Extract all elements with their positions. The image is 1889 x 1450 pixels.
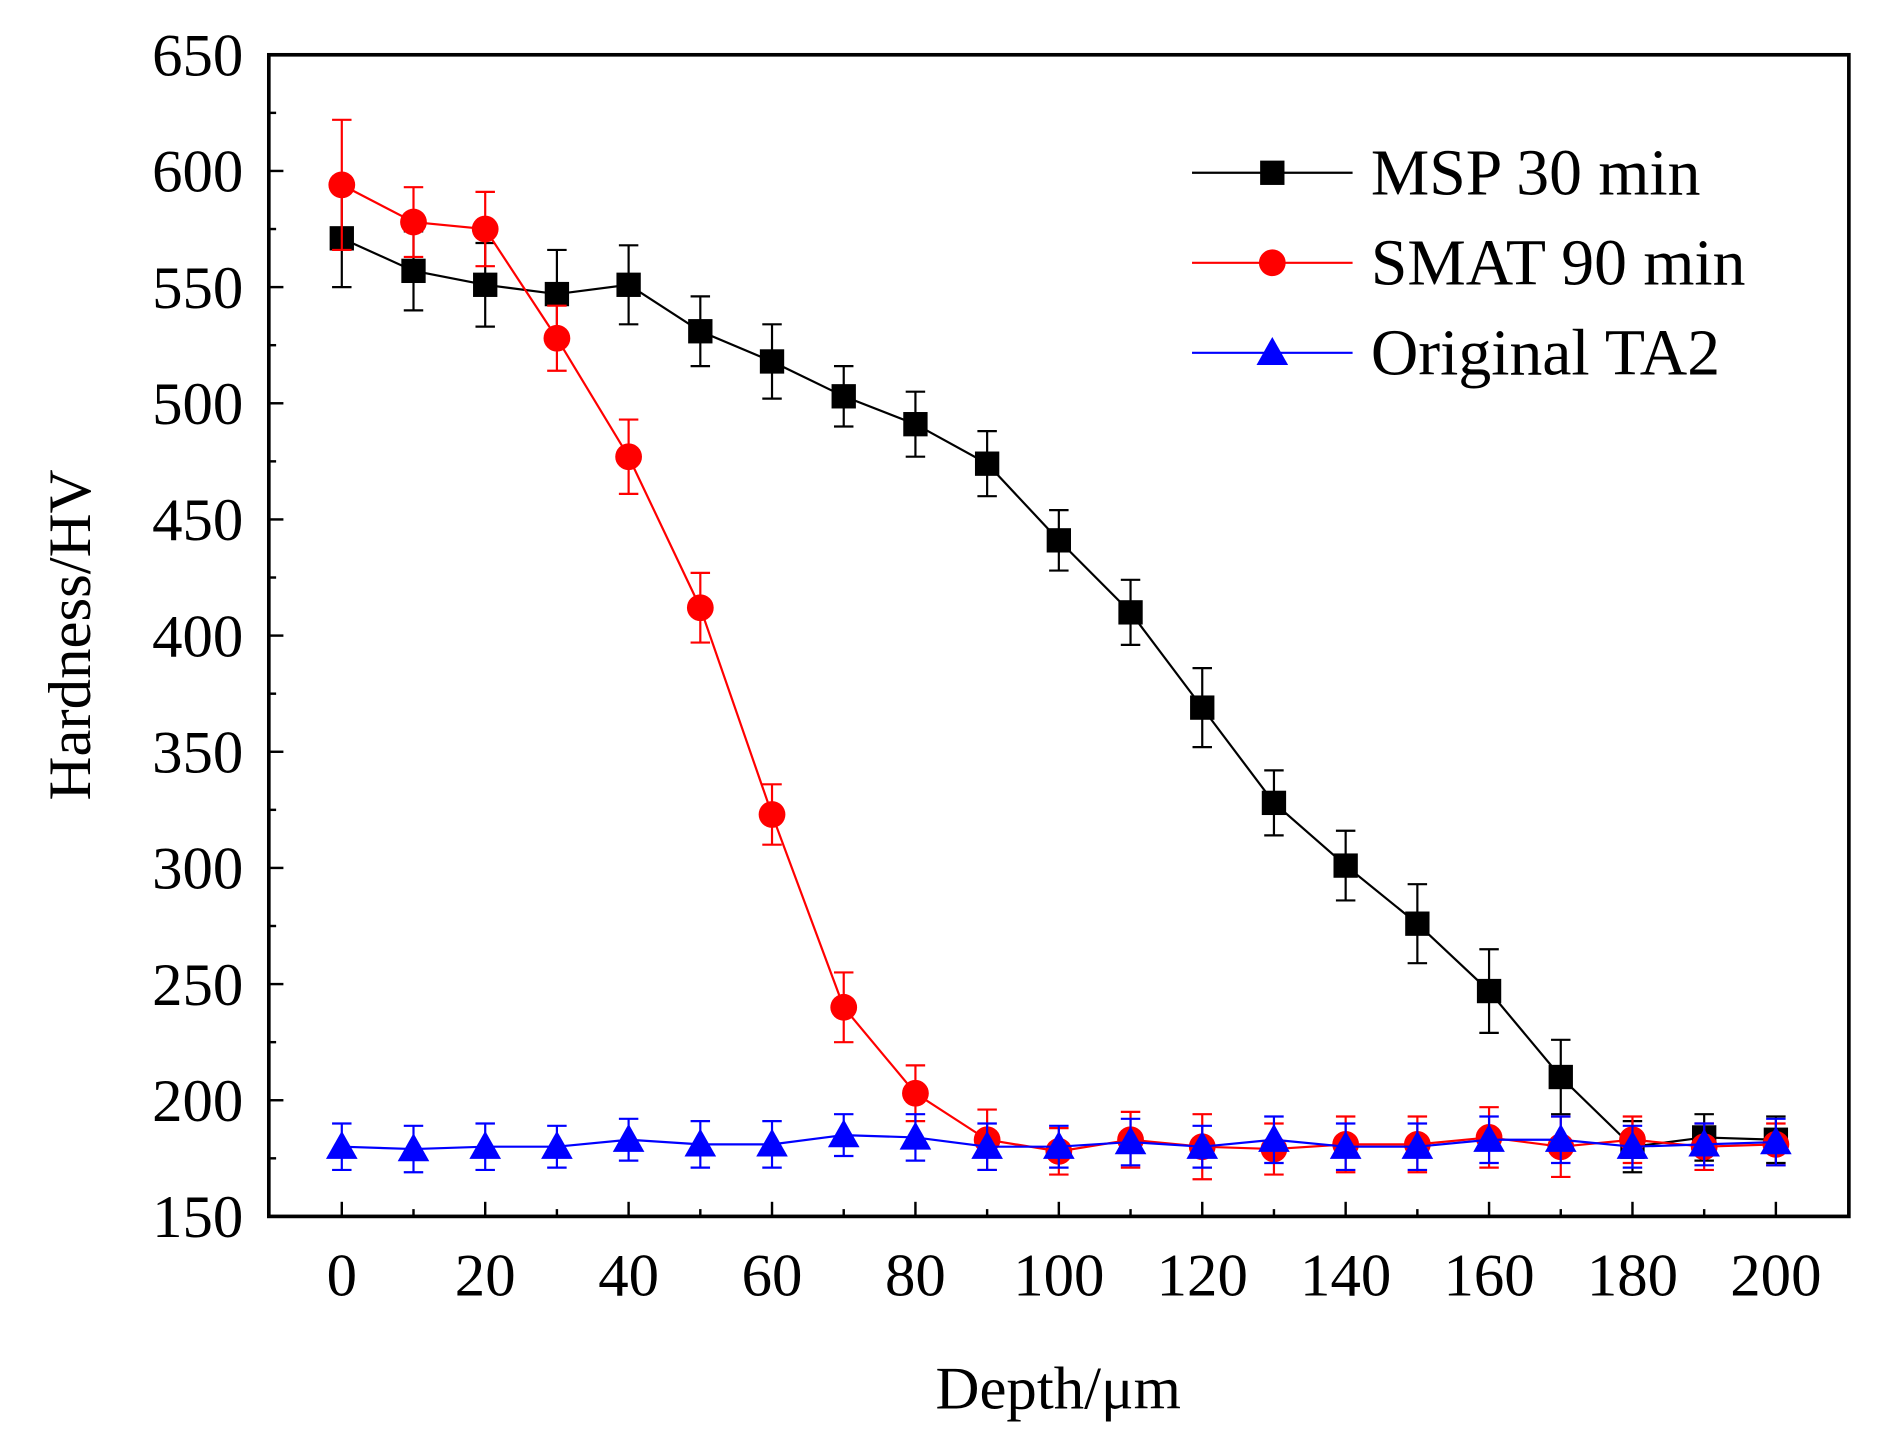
data-point (401, 258, 426, 284)
legend-label: Original TA2 (1371, 317, 1720, 390)
data-point (1544, 1123, 1577, 1152)
data-point (1329, 1130, 1362, 1159)
data-point (830, 993, 858, 1021)
x-tick-label: 40 (598, 1242, 659, 1309)
data-point (1186, 1130, 1219, 1159)
y-tick-label: 600 (152, 139, 243, 206)
data-point (1405, 911, 1430, 936)
x-tick-label: 200 (1730, 1242, 1821, 1309)
data-point (756, 1128, 788, 1157)
legend-label: MSP 30 min (1371, 137, 1701, 210)
data-point (1043, 1130, 1075, 1159)
data-point (971, 1130, 1003, 1159)
data-point (1476, 978, 1502, 1004)
data-point (1401, 1130, 1434, 1159)
legend-label: SMAT 90 min (1371, 227, 1746, 300)
y-tick-label: 550 (152, 255, 243, 322)
x-tick-label: 60 (742, 1242, 803, 1309)
x-tick-label: 100 (1013, 1242, 1104, 1309)
legend-marker (1258, 249, 1286, 277)
data-point (473, 272, 498, 297)
data-point (325, 1130, 358, 1159)
data-point (1688, 1128, 1720, 1157)
legend: MSP 30 min SMAT 90 min Original TA2 (1192, 137, 1746, 390)
data-point (469, 1130, 502, 1159)
data-point (759, 349, 785, 374)
y-tick-label: 250 (152, 952, 243, 1019)
data-point (903, 412, 928, 437)
data-point (686, 594, 714, 622)
data-point (541, 1130, 573, 1159)
data-point (400, 208, 427, 236)
data-point (1548, 1064, 1573, 1090)
y-tick-label: 400 (152, 603, 243, 670)
data-point (688, 319, 713, 344)
data-point (684, 1128, 717, 1157)
data-point (902, 1079, 929, 1107)
x-tick-label: 140 (1300, 1242, 1391, 1309)
data-point (827, 1119, 860, 1148)
data-point (1114, 1126, 1147, 1155)
data-point (1258, 1123, 1290, 1152)
y-axis-label: Hardness/HV (37, 469, 104, 800)
series-original-ta2 (325, 1113, 1792, 1174)
x-tick-label: 20 (455, 1242, 516, 1309)
x-tick-label: 0 (327, 1242, 357, 1309)
data-point (612, 1123, 645, 1152)
data-point (397, 1133, 430, 1162)
y-tick-label: 650 (152, 22, 243, 89)
data-point (1760, 1126, 1792, 1155)
data-point (831, 384, 856, 409)
data-point (1190, 695, 1215, 720)
data-point (1118, 600, 1143, 625)
data-point (615, 443, 642, 471)
legend-marker (1260, 160, 1285, 185)
y-tick-label: 300 (152, 836, 243, 903)
y-tick-label: 150 (152, 1184, 243, 1251)
x-axis-label: Depth/μm (936, 1356, 1181, 1423)
data-point (758, 801, 786, 828)
data-point (616, 272, 641, 297)
data-point (471, 215, 499, 243)
data-point (543, 324, 571, 352)
y-tick-label: 500 (152, 371, 243, 438)
x-tick-label: 180 (1587, 1242, 1678, 1309)
data-point (544, 281, 570, 307)
legend-marker (1256, 336, 1289, 365)
data-point (1261, 790, 1287, 816)
data-point (1333, 853, 1358, 878)
x-tick-label: 120 (1157, 1242, 1248, 1309)
x-tick-label: 80 (885, 1242, 946, 1309)
data-point (1616, 1130, 1649, 1159)
y-tick-label: 200 (152, 1068, 243, 1135)
y-tick-label: 450 (152, 487, 243, 554)
y-tick-label: 350 (152, 719, 243, 786)
data-point (974, 451, 1000, 476)
data-point (899, 1121, 932, 1150)
data-point (328, 171, 356, 199)
x-tick-label: 160 (1443, 1242, 1534, 1309)
data-point (1473, 1123, 1505, 1152)
data-point (1046, 528, 1072, 553)
